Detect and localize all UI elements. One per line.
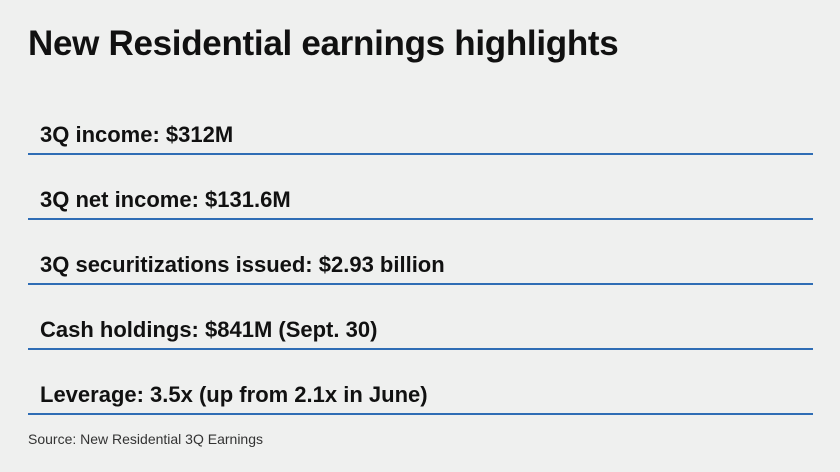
highlight-row: 3Q net income: $131.6M	[28, 155, 813, 220]
highlight-income: 3Q income: $312M	[40, 122, 234, 147]
divider-line	[28, 413, 813, 415]
source-note: Source: New Residential 3Q Earnings	[28, 431, 264, 447]
highlights-list: 3Q income: $312M 3Q net income: $131.6M …	[28, 90, 813, 415]
page-title: New Residential earnings highlights	[28, 24, 619, 63]
highlight-row: Cash holdings: $841M (Sept. 30)	[28, 285, 813, 350]
highlight-row: 3Q income: $312M	[28, 90, 813, 155]
highlight-row: Leverage: 3.5x (up from 2.1x in June)	[28, 350, 813, 415]
highlight-cash-holdings: Cash holdings: $841M (Sept. 30)	[40, 317, 378, 342]
highlight-securitizations: 3Q securitizations issued: $2.93 billion	[40, 252, 445, 277]
divider-line	[28, 218, 813, 220]
highlight-net-income: 3Q net income: $131.6M	[40, 187, 291, 212]
highlight-leverage: Leverage: 3.5x (up from 2.1x in June)	[40, 382, 428, 407]
divider-line	[28, 153, 813, 155]
divider-line	[28, 348, 813, 350]
divider-line	[28, 283, 813, 285]
highlight-row: 3Q securitizations issued: $2.93 billion	[28, 220, 813, 285]
